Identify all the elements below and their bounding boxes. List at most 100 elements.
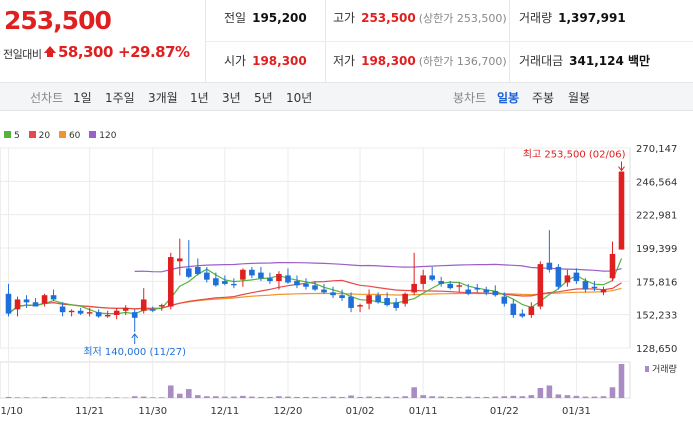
volume-bar — [492, 396, 499, 398]
volume-bar — [519, 396, 526, 398]
volume-bar — [564, 395, 571, 398]
volume-legend-swatch — [645, 366, 649, 372]
volume-bar — [330, 396, 336, 398]
period-1w[interactable]: 1주일 — [105, 91, 135, 105]
change-label: 전일대비 — [3, 48, 42, 61]
volume-bar — [231, 396, 237, 398]
y-tick-label: 175,816 — [636, 277, 677, 288]
y-tick-label: 246,564 — [636, 177, 677, 188]
candle-body — [167, 257, 174, 307]
candle-body — [465, 289, 472, 294]
candle-body — [555, 266, 562, 287]
volume-bar — [591, 396, 598, 398]
change-percent: +29.87% — [118, 43, 190, 61]
candle-body — [393, 302, 399, 308]
volume-bar — [375, 396, 381, 398]
candle-body — [591, 286, 598, 289]
candle-body — [176, 258, 183, 262]
volume-bar — [59, 397, 66, 398]
volume-bar — [276, 396, 282, 398]
period-10y[interactable]: 10년 — [286, 91, 313, 105]
candle-chart-tab[interactable]: 봉차트 — [453, 91, 487, 105]
volume-bar — [474, 396, 481, 398]
volume-bar — [50, 397, 57, 398]
candle-body — [582, 281, 589, 290]
candle-body — [357, 305, 363, 307]
y-tick-label: 270,147 — [636, 144, 677, 155]
low-arrow — [131, 333, 139, 344]
candle-body — [546, 262, 553, 270]
candle-body — [321, 289, 327, 293]
volume-bar — [176, 393, 183, 398]
mode-monthly[interactable]: 월봉 — [568, 91, 591, 105]
candle-body — [438, 281, 444, 284]
volume-bar — [348, 395, 354, 398]
volume-label: 거래량 — [652, 363, 677, 375]
ma-legend: 5 20 60 120 — [4, 131, 122, 141]
volume-bar — [312, 396, 318, 398]
volume-bar — [411, 387, 417, 398]
period-1y[interactable]: 1년 — [190, 91, 209, 105]
trade-amount: 거래대금 341,124 백만 — [519, 54, 651, 68]
x-tick-label: 01/02 — [346, 406, 375, 417]
y-tick-label: 152,233 — [636, 311, 677, 322]
candle-body — [59, 306, 66, 313]
candle-body — [86, 312, 93, 314]
candle-body — [249, 269, 255, 276]
candle-body — [267, 278, 273, 282]
candle-body — [600, 289, 607, 293]
up-arrow-stem — [47, 53, 53, 57]
volume-bar — [420, 395, 426, 398]
candle-body — [429, 275, 435, 280]
candle-body — [186, 268, 192, 277]
candle-body — [50, 295, 57, 300]
candle-body — [122, 307, 129, 311]
volume-bar — [104, 397, 111, 398]
volume-bar — [113, 397, 120, 398]
volume-bar — [204, 396, 210, 398]
volume-bar — [213, 396, 219, 398]
high-arrow — [618, 161, 625, 172]
period-5y[interactable]: 5년 — [254, 91, 273, 105]
mode-daily[interactable]: 일봉 — [497, 91, 520, 105]
candle-body — [609, 253, 616, 279]
mode-weekly[interactable]: 주봉 — [532, 91, 555, 105]
candle-body — [23, 299, 30, 303]
volume-bar — [14, 397, 21, 398]
prev-close: 전일 195,200 — [224, 11, 307, 25]
volume-bar — [402, 396, 408, 398]
candle-body — [348, 296, 354, 308]
period-1d[interactable]: 1일 — [73, 91, 92, 105]
volume-bar — [5, 396, 12, 398]
quote-summary-panel: 253,500 전일대비 58,300 +29.87% 전일 195,200 고가… — [0, 0, 693, 83]
candle-body — [113, 310, 120, 315]
candle-body — [276, 274, 282, 282]
volume-bar — [285, 396, 291, 398]
candle-body — [258, 272, 264, 279]
candle-body — [68, 310, 75, 313]
x-tick-label: 11/30 — [138, 406, 167, 417]
x-tick-label: 11/21 — [75, 406, 104, 417]
volume-bar — [294, 396, 300, 398]
volume-bar — [501, 396, 508, 398]
volume-bar — [582, 396, 589, 398]
candle-body — [41, 295, 48, 304]
volume-bar — [573, 395, 580, 398]
candle-body — [240, 269, 246, 280]
candle-body — [158, 305, 165, 307]
candle-body — [339, 295, 345, 299]
candle-body — [5, 293, 12, 314]
line-chart-tab[interactable]: 선차트 — [30, 91, 64, 105]
candle-body — [618, 171, 625, 250]
up-arrow-icon — [44, 46, 56, 53]
candle-body — [573, 272, 580, 282]
volume-bar — [609, 387, 616, 398]
y-tick-label: 128,650 — [636, 344, 677, 355]
candle-body — [195, 266, 201, 275]
x-tick-label: 12/20 — [274, 406, 303, 417]
period-3y[interactable]: 3년 — [222, 91, 241, 105]
candle-body — [303, 283, 309, 287]
volume-bar — [140, 396, 147, 398]
period-3m[interactable]: 3개월 — [148, 91, 178, 105]
candle-body — [375, 295, 381, 303]
